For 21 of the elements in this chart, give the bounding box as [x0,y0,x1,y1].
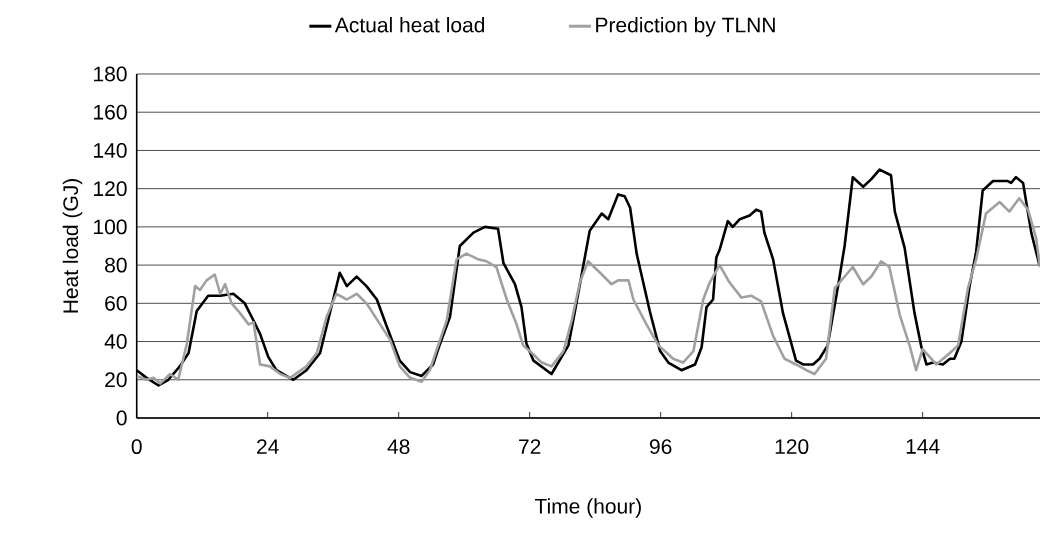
legend-label: Actual heat load [334,17,485,33]
y-tick-label: 20 [105,372,127,388]
y-tick-label: 180 [94,66,127,82]
x-axis-title: Time (hour) [534,498,641,518]
x-tick-label: 72 [519,439,541,454]
y-tick-label: 60 [105,295,127,311]
y-tick-label: 80 [105,257,127,273]
y-tick-label: 160 [94,104,127,120]
y-axis-title: Heat load (GJ) [62,179,83,313]
y-tick-label: 0 [116,410,127,426]
x-tick-label: 144 [906,439,940,454]
y-tick-label: 100 [94,219,127,235]
y-tick-label: 40 [104,334,127,349]
x-tick-label: 120 [775,439,809,455]
x-tick-label: 48 [387,439,410,455]
y-tick-label: 120 [94,181,127,197]
x-tick-label: 96 [649,439,672,455]
x-tick-label: 24 [257,439,279,454]
x-tick-label: 0 [131,439,142,455]
legend-label: Prediction by TLNN [596,17,775,37]
y-tick-label: 140 [94,143,127,158]
